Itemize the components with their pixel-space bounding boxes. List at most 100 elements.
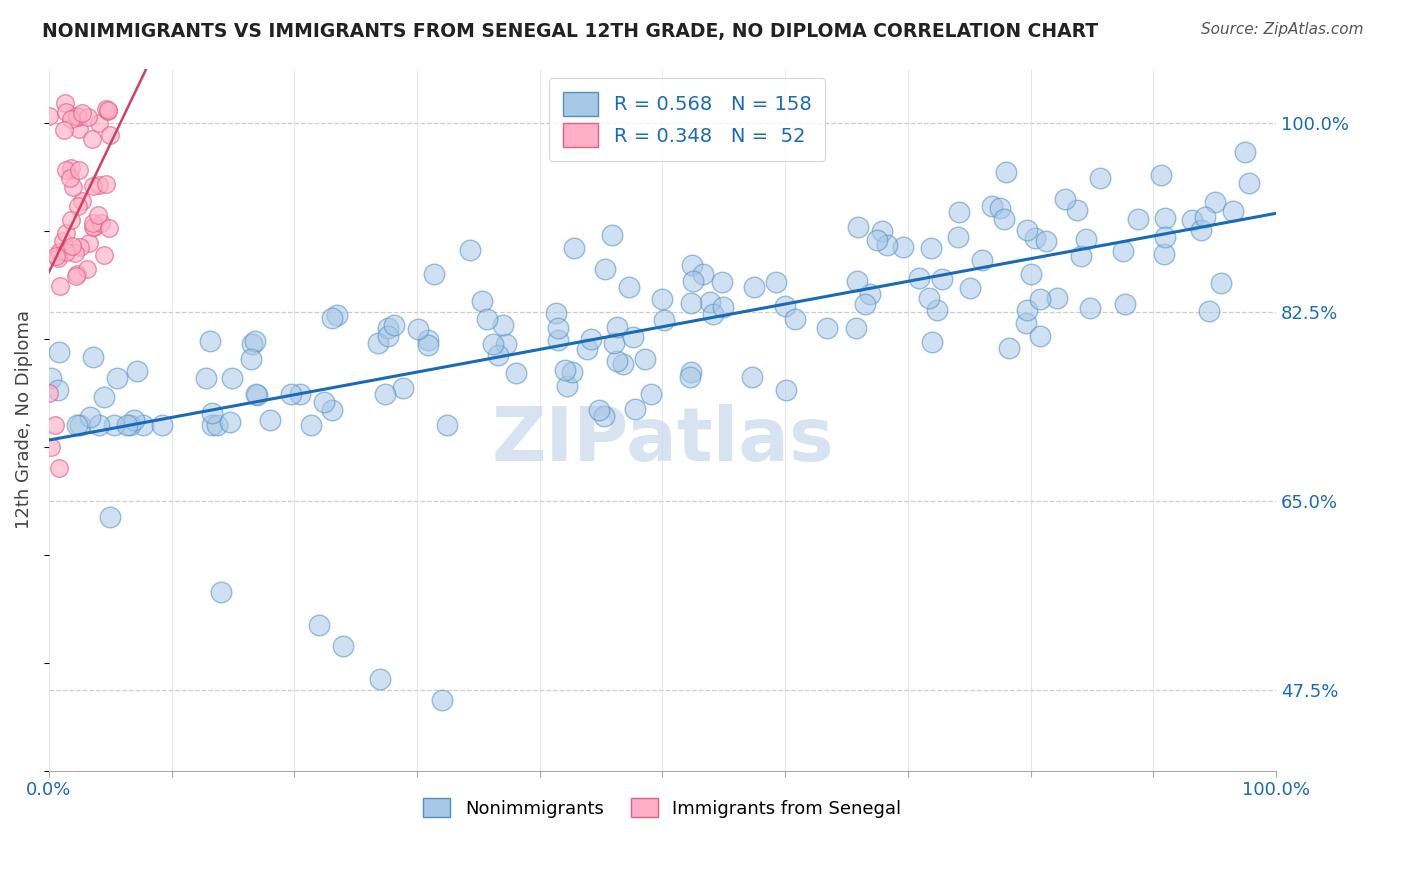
Point (481, 336, 503, 351)
Point (246, 388, 269, 402)
Point (623, 402, 645, 417)
Point (368, 672, 391, 686)
Point (98, 128, 121, 143)
Point (1024, 230, 1046, 244)
Point (150, 417, 173, 432)
Point (89, 216, 111, 230)
Point (48, 461, 70, 475)
Point (52, 123, 75, 137)
Point (891, 240, 914, 254)
Point (69, 240, 91, 254)
Point (59, 213, 82, 227)
Point (1204, 194, 1226, 209)
Point (66, 199, 89, 213)
Point (918, 291, 941, 305)
Point (416, 338, 439, 352)
Point (205, 417, 228, 432)
Point (59, 170, 82, 185)
Point (1015, 223, 1038, 237)
Point (1029, 292, 1052, 306)
Point (1019, 267, 1042, 281)
Point (652, 313, 675, 327)
Point (55, 104, 77, 119)
Point (1066, 203, 1088, 218)
Point (1070, 249, 1092, 263)
Point (972, 252, 994, 267)
Point (682, 274, 704, 288)
Point (681, 258, 703, 272)
Point (920, 241, 942, 255)
Point (201, 417, 224, 432)
Point (846, 219, 869, 234)
Point (475, 312, 498, 326)
Point (486, 348, 509, 362)
Point (702, 307, 724, 321)
Point (82, 178, 104, 193)
Text: ZIPatlas: ZIPatlas (491, 404, 834, 477)
Point (994, 164, 1017, 178)
Point (547, 321, 569, 335)
Point (931, 271, 953, 285)
Point (326, 308, 349, 322)
Point (1112, 244, 1135, 259)
Point (492, 318, 515, 332)
Point (1045, 291, 1067, 305)
Point (1029, 329, 1052, 343)
Point (416, 333, 439, 347)
Point (1076, 232, 1098, 246)
Point (77, 235, 100, 250)
Point (290, 387, 312, 401)
Point (1180, 212, 1202, 227)
Point (617, 280, 640, 294)
Point (679, 370, 702, 384)
Point (634, 352, 657, 367)
Point (948, 205, 970, 219)
Point (592, 409, 614, 424)
Point (471, 294, 494, 309)
Point (1035, 234, 1057, 248)
Point (741, 370, 763, 384)
Point (921, 335, 943, 350)
Point (131, 417, 153, 432)
Point (775, 383, 797, 397)
Point (562, 241, 585, 255)
Point (384, 318, 406, 332)
Point (127, 364, 149, 378)
Point (460, 244, 482, 258)
Point (606, 354, 628, 368)
Point (1194, 210, 1216, 224)
Point (1211, 276, 1233, 290)
Point (783, 312, 806, 326)
Point (67, 162, 90, 177)
Point (925, 302, 948, 317)
Point (48, 345, 70, 359)
Point (55, 244, 77, 259)
Point (1237, 176, 1260, 190)
Point (59, 161, 82, 175)
Point (70, 106, 93, 120)
Point (1150, 168, 1173, 182)
Point (65, 109, 87, 123)
Point (76, 261, 98, 276)
Point (115, 417, 138, 432)
Point (221, 370, 243, 384)
Point (600, 228, 623, 243)
Point (640, 386, 662, 401)
Point (981, 199, 1004, 213)
Point (218, 415, 240, 429)
Point (744, 280, 766, 294)
Point (321, 311, 343, 326)
Point (82, 350, 104, 364)
Point (588, 403, 610, 417)
Point (280, 386, 302, 401)
Point (430, 693, 453, 707)
Y-axis label: 12th Grade, No Diploma: 12th Grade, No Diploma (15, 310, 32, 529)
Point (82, 219, 104, 234)
Point (1015, 316, 1038, 330)
Point (679, 295, 702, 310)
Point (593, 261, 616, 276)
Point (859, 286, 882, 301)
Point (699, 295, 721, 310)
Point (70, 194, 93, 208)
Point (41, 440, 63, 454)
